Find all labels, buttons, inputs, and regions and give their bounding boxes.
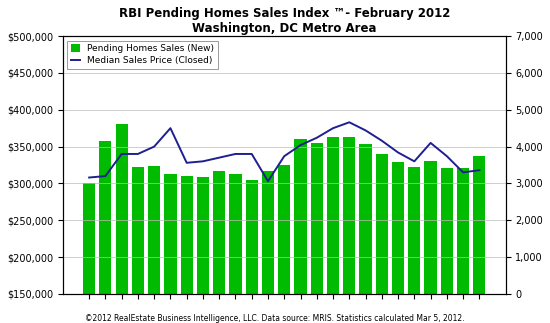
Line: Median Sales Price (Closed): Median Sales Price (Closed) bbox=[89, 122, 480, 181]
Median Sales Price (Closed) bbox=[135, 152, 141, 156]
Bar bbox=[360, 144, 372, 294]
Median Sales Price (Closed) bbox=[232, 152, 239, 156]
Bar bbox=[100, 141, 112, 294]
Bar bbox=[457, 168, 469, 294]
Median Sales Price (Closed) bbox=[281, 154, 288, 158]
Bar bbox=[343, 137, 355, 294]
Bar bbox=[311, 143, 323, 294]
Bar bbox=[116, 124, 128, 294]
Median Sales Price (Closed) bbox=[460, 171, 466, 174]
Bar bbox=[213, 171, 225, 294]
Median Sales Price (Closed) bbox=[118, 152, 125, 156]
Median Sales Price (Closed) bbox=[297, 143, 304, 147]
Bar bbox=[164, 174, 177, 294]
Bar bbox=[376, 154, 388, 294]
Title: RBI Pending Homes Sales Index ™- February 2012
Washington, DC Metro Area: RBI Pending Homes Sales Index ™- Februar… bbox=[119, 7, 450, 35]
Median Sales Price (Closed) bbox=[395, 151, 402, 154]
Median Sales Price (Closed) bbox=[151, 145, 157, 149]
Median Sales Price (Closed) bbox=[249, 152, 255, 156]
Bar bbox=[148, 166, 160, 294]
Median Sales Price (Closed) bbox=[411, 159, 417, 163]
Bar bbox=[262, 171, 274, 294]
Median Sales Price (Closed) bbox=[183, 161, 190, 165]
Text: ©2012 RealEstate Business Intelligence, LLC. Data source: MRIS. Statistics calcu: ©2012 RealEstate Business Intelligence, … bbox=[85, 314, 465, 323]
Bar bbox=[180, 176, 193, 294]
Median Sales Price (Closed) bbox=[216, 156, 223, 160]
Median Sales Price (Closed) bbox=[314, 136, 320, 140]
Median Sales Price (Closed) bbox=[378, 139, 385, 143]
Bar bbox=[425, 161, 437, 294]
Median Sales Price (Closed) bbox=[427, 141, 434, 145]
Bar bbox=[294, 139, 306, 294]
Median Sales Price (Closed) bbox=[200, 159, 206, 163]
Bar bbox=[197, 177, 209, 294]
Median Sales Price (Closed) bbox=[86, 176, 92, 180]
Median Sales Price (Closed) bbox=[102, 174, 109, 178]
Median Sales Price (Closed) bbox=[167, 126, 174, 130]
Median Sales Price (Closed) bbox=[346, 120, 353, 124]
Median Sales Price (Closed) bbox=[362, 129, 369, 132]
Bar bbox=[392, 162, 404, 294]
Bar bbox=[441, 168, 453, 294]
Bar bbox=[132, 167, 144, 294]
Legend: Pending Homes Sales (New), Median Sales Price (Closed): Pending Homes Sales (New), Median Sales … bbox=[68, 41, 218, 68]
Median Sales Price (Closed) bbox=[476, 168, 483, 172]
Bar bbox=[246, 180, 258, 294]
Median Sales Price (Closed) bbox=[443, 154, 450, 158]
Median Sales Price (Closed) bbox=[330, 126, 337, 130]
Bar bbox=[83, 183, 95, 294]
Bar bbox=[229, 174, 241, 294]
Bar bbox=[473, 156, 486, 294]
Bar bbox=[327, 137, 339, 294]
Bar bbox=[408, 167, 420, 294]
Median Sales Price (Closed) bbox=[265, 179, 271, 183]
Bar bbox=[278, 165, 290, 294]
